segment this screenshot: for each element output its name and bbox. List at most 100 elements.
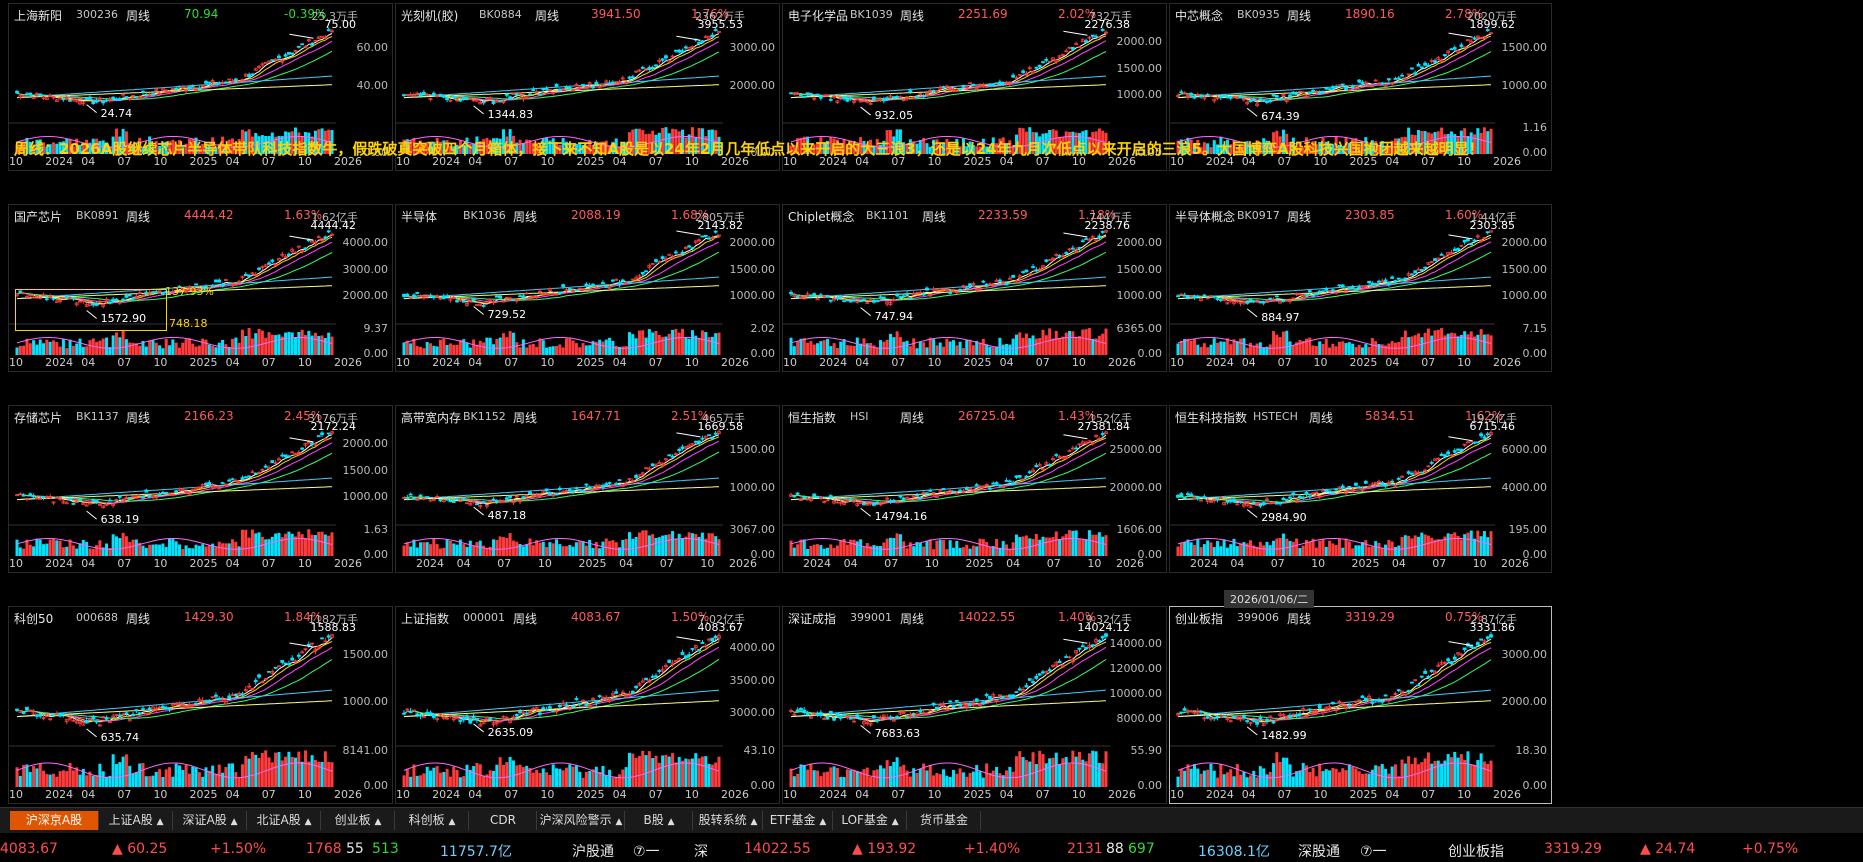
time-axis-label: 2026 (1108, 155, 1136, 168)
tab-market-9[interactable]: 股转系统 ▲ (694, 811, 763, 830)
time-axis-label: 2026 (1493, 788, 1521, 801)
volume-axis-label: 0.00 (1137, 548, 1163, 561)
volume-axis-label: 8141.00 (342, 744, 389, 757)
price-axis-label: 2000.00 (729, 78, 776, 92)
tab-market-12[interactable]: 货币基金 (908, 811, 981, 830)
tab-market-6[interactable]: CDR (470, 811, 537, 830)
tab-market-8[interactable]: B股 ▲ (626, 811, 693, 830)
chart-panel[interactable]: 存储芯片 BK1137 周线 2166.23 2.45% 3176万手 2172… (8, 405, 393, 573)
tab-market-10[interactable]: ETF基金 ▲ (764, 811, 833, 830)
period-label: 周线 (1287, 210, 1312, 224)
sh-connect-help-icon[interactable]: ⑦一 (633, 844, 660, 860)
volume-axis-label: 0.00 (750, 347, 776, 360)
tab-market-0[interactable]: 沪深京A股 (10, 811, 99, 830)
time-axis-label: 2025 (965, 557, 994, 570)
ma-line (403, 51, 720, 100)
time-axis-label: 10 (783, 356, 797, 369)
ma-line (403, 75, 720, 99)
time-axis-label: 10 (9, 356, 23, 369)
stock-name: 高带宽内存 (401, 411, 462, 425)
caret-up-icon: ▲ (156, 817, 164, 827)
ma-line (16, 40, 333, 102)
time-axis-label: 07 (1277, 155, 1292, 168)
time-axis-label: 2024 (819, 356, 848, 369)
time-axis-label: 04 (1241, 356, 1256, 369)
cy-label: 创业板指 (1448, 844, 1504, 860)
chart-panel[interactable]: 上海新阳 300236 周线 70.94 -0.39% 25.3万手 75.00… (8, 3, 393, 171)
stock-code: 000001 (463, 611, 505, 624)
time-axis-label: 10 (1170, 155, 1184, 168)
price-axis-label: 14000.00 (1109, 637, 1163, 651)
sh-index-value: 4083.67 (0, 841, 58, 857)
caret-up-icon: ▲ (448, 817, 456, 827)
time-axis-label: 10 (783, 788, 797, 801)
time-axis-label: 04 (619, 557, 634, 570)
volume-axis-label: 0.00 (750, 146, 776, 159)
period-label: 周线 (535, 9, 560, 23)
sz-connect-help-icon[interactable]: ⑦一 (1360, 844, 1387, 860)
tab-market-3[interactable]: 北证A股 ▲ (248, 811, 321, 830)
chart-panel[interactable]: 上证指数 000001 周线 4083.67 1.50% 7.02亿手 4083… (395, 606, 780, 804)
tab-market-1[interactable]: 上证A股 ▲ (100, 811, 173, 830)
time-axis-label: 10 (1457, 356, 1472, 369)
change-pct: 1.68% (671, 208, 710, 222)
time-axis-label: 2025 (576, 788, 605, 801)
time-axis-label: 2024 (432, 788, 461, 801)
low-marker: 1344.83 (487, 107, 534, 121)
sz-up-count: 2131 (1067, 841, 1103, 857)
ma-line (790, 276, 1107, 300)
chart-panel[interactable]: 国产芯片 BK0891 周线 4444.42 1.63% 1.62亿手 4444… (8, 204, 393, 372)
volume-top: 2020万手 (1467, 10, 1517, 23)
tab-market-7[interactable]: 沪深风险警示 ▲ (538, 811, 625, 830)
chart-panel[interactable]: 光刻机(胶) BK0884 周线 3941.50 1.76% 2362万手 39… (395, 3, 780, 171)
kline-chart (783, 632, 1110, 787)
time-axis-label: 04 (855, 788, 870, 801)
time-axis-label: 2025 (576, 356, 605, 369)
panel-header: 上海新阳 300236 周线 70.94 -0.39% 25.3万手 (14, 7, 392, 23)
chart-panel[interactable]: Chiplet概念 BK1101 周线 2233.59 1.18% 744万手 … (782, 204, 1167, 372)
time-axis-label: 07 (1046, 557, 1061, 570)
stock-code: BK1039 (850, 8, 893, 21)
kline-chart (396, 230, 723, 355)
stock-name: 中芯概念 (1175, 9, 1224, 23)
tab-market-5[interactable]: 科创板 ▲ (396, 811, 469, 830)
chart-panel[interactable]: 电子化学品 BK1039 周线 2251.69 2.02% 732万手 2276… (782, 3, 1167, 171)
stock-name: 上海新阳 (14, 9, 63, 23)
ma-line (17, 646, 333, 722)
time-axis-label: 07 (117, 155, 132, 168)
time-axis-label: 2025 (189, 557, 218, 570)
chart-panel[interactable]: 中芯概念 BK0935 周线 1890.16 2.78% 2020万手 1899… (1169, 3, 1552, 171)
chart-panel[interactable]: 创业板指 399006 周线 3319.29 0.75% 2.87亿手 3331… (1169, 606, 1552, 804)
time-axis-label: 10 (396, 788, 410, 801)
change-pct: 1.43% (1058, 409, 1097, 423)
sh-connect-label[interactable]: 沪股通 (572, 844, 614, 860)
last-price: 2251.69 (958, 7, 1008, 21)
chart-panel[interactable]: 半导体 BK1036 周线 2088.19 1.68% 2805万手 2143.… (395, 204, 780, 372)
time-axis-label: 07 (117, 356, 132, 369)
volume-top: 2805万手 (695, 211, 745, 224)
tab-market-11[interactable]: LOF基金 ▲ (834, 811, 907, 830)
time-axis-label: 10 (1071, 155, 1086, 168)
time-axis-label: 04 (1241, 155, 1256, 168)
time-axis-label: 2026 (334, 155, 362, 168)
ma-line (1177, 40, 1492, 101)
time-axis-label: 2026 (1108, 788, 1136, 801)
time-axis-label: 07 (504, 788, 519, 801)
chart-panel[interactable]: 半导体概念 BK0917 周线 2303.85 1.60% 1.44亿手 230… (1169, 204, 1552, 372)
chart-panel[interactable]: 科创50 000688 周线 1429.30 1.84% 1182万手 1588… (8, 606, 393, 804)
chart-panel[interactable]: 高带宽内存 BK1152 周线 1647.71 2.51% 465万手 1669… (395, 405, 780, 573)
price-axis-label: 6000.00 (1501, 442, 1548, 456)
chart-panel[interactable]: 恒生指数 HSI 周线 26725.04 1.43% 152亿手 27381.8… (782, 405, 1167, 573)
ma-line (403, 646, 720, 722)
tab-market-4[interactable]: 创业板 ▲ (322, 811, 395, 830)
chart-panel[interactable]: 深证成指 399001 周线 14022.55 1.40% 9.32亿手 140… (782, 606, 1167, 804)
high-marker: 4083.67 (697, 621, 744, 634)
period-label: 周线 (126, 411, 151, 425)
sz-connect-label[interactable]: 深股通 (1298, 844, 1340, 860)
tab-market-2[interactable]: 深证A股 ▲ (174, 811, 247, 830)
time-axis-label: 04 (225, 557, 240, 570)
time-axis-label: 07 (1277, 788, 1292, 801)
chart-panel[interactable]: 恒生科技指数 HSTECH 周线 5834.51 1.62% 19.2亿手 67… (1169, 405, 1552, 573)
panel-header: 上证指数 000001 周线 4083.67 1.50% 7.02亿手 (401, 610, 779, 626)
time-axis-label: 2025 (189, 155, 218, 168)
